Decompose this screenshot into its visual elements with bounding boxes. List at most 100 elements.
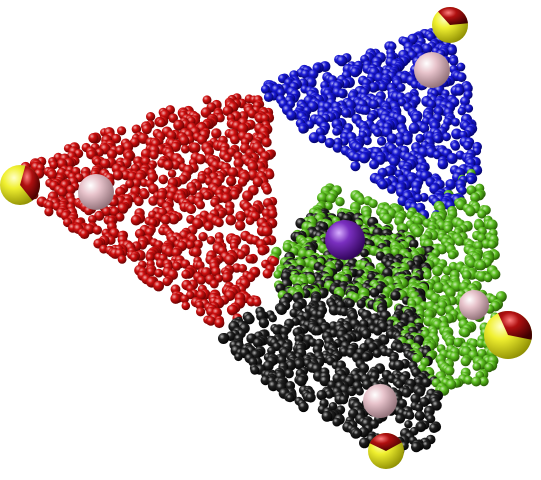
- green-cluster-point: [465, 206, 476, 217]
- green-cluster-point: [448, 250, 457, 260]
- black-cluster-point: [421, 377, 432, 388]
- blue-cluster-point: [432, 150, 442, 160]
- black-cluster-point: [267, 346, 276, 356]
- red-cluster-point: [154, 268, 164, 278]
- green-cluster-point: [483, 273, 493, 283]
- green-cluster-point: [444, 365, 455, 376]
- blue-cluster-point: [260, 84, 270, 94]
- green-cluster-point: [433, 282, 445, 294]
- red-cluster-point: [261, 137, 272, 148]
- red-cluster-point: [237, 123, 249, 135]
- blue-cluster-point: [460, 96, 470, 107]
- blue-cluster-point: [373, 128, 382, 138]
- black-cluster-point: [313, 325, 323, 336]
- blue-cluster-point: [369, 99, 379, 110]
- red-cluster-point: [100, 158, 111, 169]
- black-cluster-point: [411, 441, 422, 453]
- blue-cluster-point: [387, 184, 397, 194]
- red-cluster-point: [88, 215, 97, 224]
- blue-cluster-point: [350, 161, 361, 172]
- black-cluster-point: [390, 290, 401, 301]
- blue-cluster-point: [446, 45, 457, 56]
- black-cluster-point: [416, 422, 426, 432]
- red-cluster-point: [198, 232, 208, 242]
- red-cluster-point: [170, 141, 181, 152]
- blue-cluster-point: [419, 123, 430, 134]
- black-cluster-point: [244, 313, 255, 325]
- black-cluster-point: [321, 411, 333, 422]
- black-cluster-point: [429, 423, 439, 433]
- green-cluster-point: [436, 307, 446, 316]
- red-cluster-point: [197, 134, 207, 145]
- green-cluster-point: [325, 193, 337, 204]
- red-cluster-point: [242, 190, 254, 202]
- red-cluster-point: [206, 316, 216, 326]
- blue-cluster-point: [358, 152, 370, 164]
- green-cluster-point: [461, 270, 472, 281]
- blue-cluster-point: [407, 33, 419, 45]
- green-cluster-point: [484, 362, 494, 373]
- green-cluster-point: [356, 196, 366, 205]
- green-cluster-point: [413, 216, 423, 226]
- blue-cluster-point: [332, 127, 341, 136]
- green-cluster-point: [449, 351, 460, 362]
- red-cluster-point: [117, 202, 129, 214]
- blue-cluster-point: [337, 89, 347, 98]
- black-cluster-point: [409, 239, 419, 249]
- blue-cluster-point: [442, 132, 451, 142]
- blue-cluster-point: [361, 105, 371, 116]
- red-cluster-point: [156, 190, 167, 201]
- red-cluster-point: [44, 207, 54, 217]
- green-cluster-point: [317, 192, 328, 204]
- black-cluster-point: [346, 299, 355, 308]
- black-cluster-point: [325, 390, 334, 399]
- red-cluster-point: [146, 267, 156, 277]
- black-cluster-point: [296, 375, 307, 387]
- red-cluster-point: [57, 187, 68, 198]
- red-cluster-point: [79, 229, 90, 240]
- red-cluster-point: [49, 160, 59, 170]
- red-cluster-point: [236, 250, 246, 260]
- red-cluster-point: [92, 225, 102, 235]
- red-cluster-point: [130, 214, 142, 226]
- red-cluster-point: [196, 200, 206, 210]
- black-cluster-point: [268, 314, 277, 323]
- green-cluster-point: [432, 265, 443, 277]
- blue-cluster-point: [395, 137, 405, 147]
- green-cluster-point: [454, 236, 464, 246]
- green-cluster-point: [273, 270, 282, 279]
- red-cluster-point: [134, 196, 144, 207]
- black-cluster-point: [355, 387, 364, 396]
- black-cluster-point: [316, 389, 327, 401]
- green-cluster-point: [490, 269, 501, 280]
- green-cluster-point: [442, 266, 452, 276]
- red-cluster-point: [47, 169, 58, 180]
- red-cluster-point: [180, 294, 190, 304]
- blue-cluster-point: [456, 62, 466, 72]
- blue-cluster-point: [437, 158, 449, 170]
- red-cluster-point: [148, 183, 159, 195]
- red-cluster-point: [157, 118, 166, 128]
- black-cluster-point: [272, 325, 282, 335]
- red-cluster-point: [160, 214, 171, 225]
- red-cluster-point: [236, 213, 246, 223]
- red-cluster-point: [140, 156, 151, 167]
- red-cluster-point: [141, 124, 152, 135]
- red-cluster-point: [170, 293, 181, 304]
- black-cluster-point: [358, 363, 370, 374]
- red-cluster-point: [227, 304, 238, 316]
- black-cluster-point: [373, 326, 383, 336]
- blue-cluster-point: [341, 108, 352, 118]
- black-cluster-point: [414, 410, 425, 421]
- blue-cluster-point: [451, 128, 463, 140]
- red-cluster-point: [112, 170, 124, 181]
- red-cluster-point: [260, 113, 270, 124]
- black-cluster-point: [328, 402, 338, 411]
- red-cluster-point: [145, 252, 155, 262]
- red-cluster-point: [230, 134, 240, 145]
- red-cluster-point: [210, 266, 221, 277]
- red-cluster-point: [247, 161, 259, 173]
- red-cluster-point: [88, 133, 99, 144]
- blue-cluster-point: [350, 67, 361, 78]
- red-cluster-point: [226, 177, 236, 186]
